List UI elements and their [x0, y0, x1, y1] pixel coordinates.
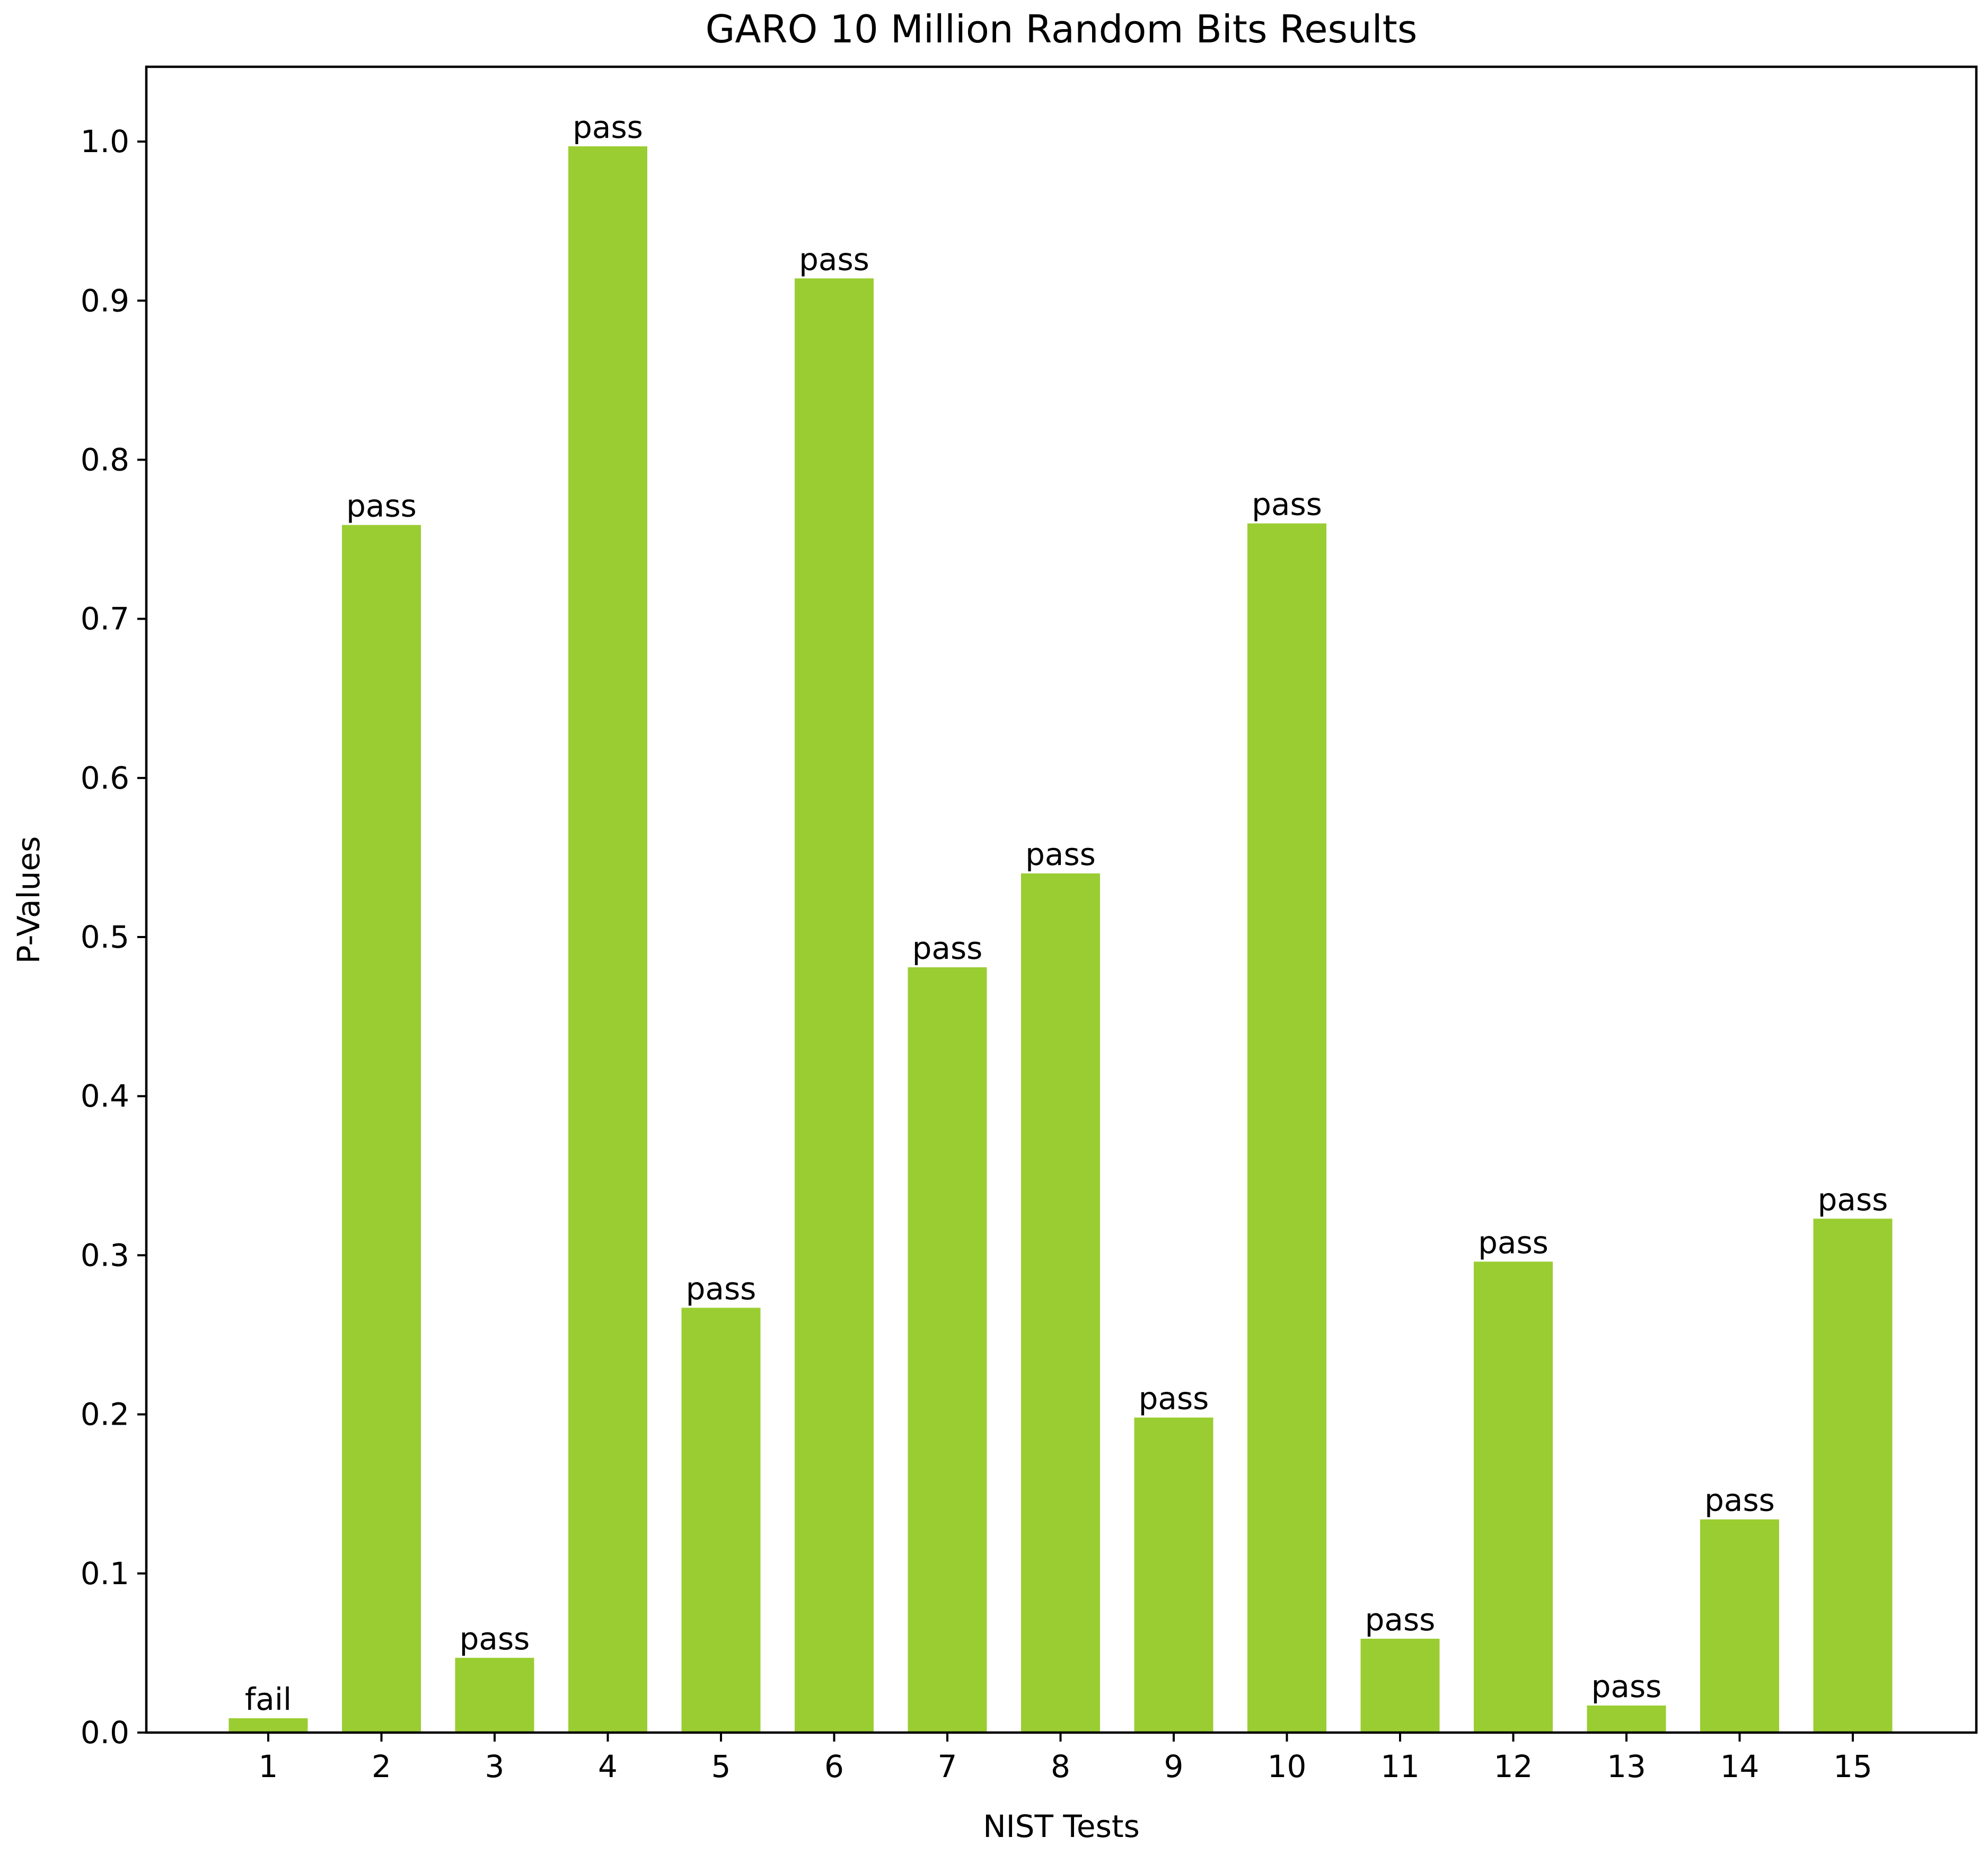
bar-label-10: pass	[1252, 487, 1322, 523]
x-tick-label-12: 12	[1494, 1748, 1533, 1785]
bar-5	[681, 1308, 761, 1733]
bar-label-15: pass	[1818, 1181, 1888, 1217]
y-tick-label-1.0: 1.0	[81, 123, 129, 160]
bar-label-13: pass	[1591, 1668, 1662, 1704]
x-tick-label-7: 7	[938, 1748, 957, 1785]
bar-14	[1700, 1519, 1779, 1733]
bar-label-9: pass	[1139, 1381, 1209, 1417]
x-tick-label-9: 9	[1164, 1748, 1184, 1785]
bar-label-12: pass	[1478, 1224, 1549, 1260]
plot-frame	[145, 65, 1978, 1734]
y-tick-label-0.6: 0.6	[81, 760, 129, 796]
x-tick-label-3: 3	[485, 1748, 505, 1785]
x-tick-label-14: 14	[1720, 1748, 1760, 1785]
bar-4	[568, 146, 647, 1733]
y-tick-label-0.7: 0.7	[81, 601, 129, 637]
x-tick-label-1: 1	[259, 1748, 278, 1785]
x-tick-label-13: 13	[1607, 1748, 1646, 1785]
bar-label-1: fail	[245, 1681, 292, 1717]
y-tick-label-0.8: 0.8	[81, 441, 129, 478]
y-tick-label-0.4: 0.4	[81, 1078, 129, 1114]
y-tick-label-0.0: 0.0	[81, 1715, 129, 1751]
x-tick-label-15: 15	[1833, 1748, 1872, 1785]
bar-15	[1813, 1218, 1893, 1733]
bar-12	[1474, 1261, 1553, 1733]
x-tick-label-11: 11	[1380, 1748, 1420, 1785]
x-tick-label-5: 5	[711, 1748, 731, 1785]
y-tick-label-0.3: 0.3	[81, 1237, 129, 1273]
y-tick-label-0.2: 0.2	[81, 1397, 129, 1433]
x-tick-label-4: 4	[598, 1748, 618, 1785]
y-axis-label: P-Values	[11, 836, 47, 964]
bar-label-14: pass	[1704, 1482, 1775, 1518]
bar-10	[1247, 523, 1326, 1733]
bar-label-8: pass	[1025, 836, 1096, 872]
bar-7	[908, 967, 987, 1733]
bar-8	[1021, 873, 1100, 1733]
bar-label-5: pass	[686, 1270, 757, 1306]
y-tick-label-0.1: 0.1	[81, 1556, 129, 1592]
bar-label-2: pass	[346, 488, 417, 524]
bar-11	[1360, 1638, 1440, 1733]
y-tick-label-0.9: 0.9	[81, 282, 129, 319]
bar-9	[1134, 1417, 1213, 1733]
bar-label-4: pass	[573, 109, 643, 145]
y-tick-label-0.5: 0.5	[81, 919, 129, 955]
chart-title: GARO 10 Million Random Bits Results	[706, 7, 1418, 51]
x-tick-label-6: 6	[824, 1748, 844, 1785]
bar-label-11: pass	[1365, 1602, 1436, 1638]
bar-6	[795, 278, 874, 1733]
bar-labels-group: fail pass pass pass pass pass pass pass pass pass…	[245, 109, 1888, 1717]
bar-3	[455, 1657, 534, 1733]
x-axis-ticks: 1 2 3 4 5 6 7 8 9 10 11 12 13 14 15	[259, 1733, 1872, 1785]
bar-2	[342, 525, 421, 1733]
y-axis-ticks: 0.0 0.1 0.2 0.3 0.4 0.5 0.6 0.7 0.8 0.9 1.0	[81, 123, 146, 1751]
bar-label-3: pass	[460, 1621, 530, 1657]
bar-label-6: pass	[799, 241, 869, 277]
x-tick-label-10: 10	[1268, 1748, 1307, 1785]
bars-group	[228, 146, 1893, 1733]
x-tick-label-2: 2	[372, 1748, 391, 1785]
bar-label-7: pass	[912, 930, 983, 966]
x-tick-label-8: 8	[1051, 1748, 1070, 1785]
x-axis-label: NIST Tests	[983, 1808, 1140, 1844]
bar-13	[1587, 1705, 1666, 1733]
bar-1	[228, 1718, 308, 1733]
